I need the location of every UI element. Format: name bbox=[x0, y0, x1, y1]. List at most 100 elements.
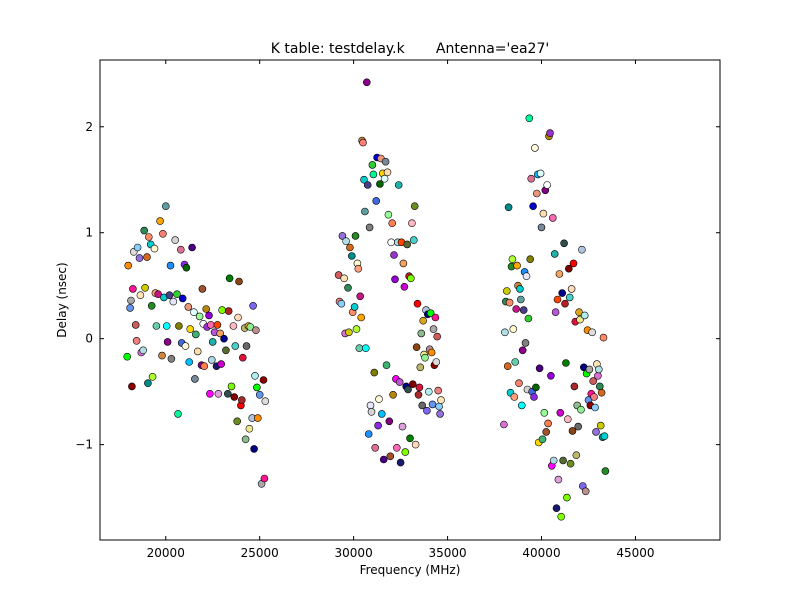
data-point bbox=[208, 356, 216, 364]
data-point bbox=[235, 277, 243, 286]
data-point bbox=[178, 294, 187, 303]
data-point bbox=[246, 323, 255, 331]
data-point bbox=[530, 393, 538, 401]
data-point bbox=[245, 424, 254, 433]
data-point bbox=[123, 352, 131, 361]
data-point bbox=[581, 487, 590, 496]
data-point bbox=[242, 342, 251, 350]
data-point bbox=[167, 354, 176, 363]
data-point bbox=[577, 405, 585, 414]
data-point bbox=[351, 232, 360, 240]
data-point bbox=[129, 285, 137, 293]
x-axis-label: Frequency (MHz) bbox=[360, 563, 461, 577]
data-point bbox=[566, 459, 575, 468]
data-point bbox=[379, 455, 388, 464]
data-point bbox=[429, 325, 438, 333]
data-point bbox=[427, 348, 436, 357]
data-point bbox=[561, 299, 569, 308]
data-point bbox=[148, 372, 157, 381]
data-point bbox=[156, 217, 164, 225]
data-point bbox=[361, 344, 370, 353]
data-point bbox=[165, 291, 174, 300]
data-point bbox=[594, 371, 602, 380]
y-tick-label: 0 bbox=[85, 332, 93, 346]
data-point bbox=[384, 210, 393, 219]
x-tick-label: 30000 bbox=[335, 546, 373, 560]
data-point bbox=[516, 285, 524, 293]
data-point bbox=[186, 325, 194, 333]
data-point bbox=[227, 382, 236, 391]
data-point bbox=[218, 306, 226, 314]
data-point bbox=[540, 408, 549, 417]
data-point bbox=[552, 504, 561, 513]
data-point bbox=[132, 336, 141, 345]
data-point bbox=[569, 259, 578, 268]
data-point bbox=[419, 316, 428, 325]
data-point bbox=[403, 240, 412, 249]
data-point bbox=[526, 255, 535, 264]
data-point bbox=[527, 174, 536, 183]
data-point bbox=[417, 329, 426, 338]
data-point bbox=[139, 346, 147, 355]
data-point bbox=[410, 202, 419, 210]
data-point bbox=[557, 512, 566, 521]
data-point bbox=[347, 252, 356, 260]
data-point bbox=[166, 261, 175, 270]
data-point bbox=[241, 435, 250, 444]
data-point bbox=[542, 428, 551, 436]
data-point bbox=[140, 226, 148, 235]
data-point bbox=[524, 314, 533, 323]
data-point bbox=[250, 445, 258, 453]
data-point bbox=[173, 290, 181, 299]
data-point bbox=[599, 333, 608, 342]
data-point bbox=[500, 420, 508, 429]
data-point bbox=[360, 175, 368, 184]
x-tick-label: 40000 bbox=[522, 546, 560, 560]
data-point bbox=[563, 493, 571, 502]
data-point bbox=[162, 202, 170, 210]
data-point bbox=[222, 346, 230, 355]
data-point bbox=[363, 181, 372, 189]
data-point bbox=[208, 338, 217, 346]
data-point bbox=[372, 197, 381, 205]
data-point bbox=[190, 308, 198, 317]
y-tick-label: 2 bbox=[85, 120, 93, 134]
data-point bbox=[253, 383, 261, 392]
data-point bbox=[340, 274, 349, 283]
data-point bbox=[511, 358, 520, 366]
data-point bbox=[413, 299, 422, 308]
data-point bbox=[150, 244, 159, 253]
data-points bbox=[123, 78, 610, 521]
y-axis-label: Delay (nsec) bbox=[55, 262, 69, 337]
data-point bbox=[551, 308, 560, 317]
data-point bbox=[391, 275, 399, 284]
data-point bbox=[394, 181, 403, 189]
data-point bbox=[375, 395, 383, 403]
data-point bbox=[182, 263, 191, 272]
data-point bbox=[554, 475, 563, 484]
data-point bbox=[144, 379, 152, 388]
data-point bbox=[556, 408, 565, 417]
data-point bbox=[503, 362, 512, 371]
data-point bbox=[588, 328, 597, 337]
data-point bbox=[249, 301, 257, 310]
data-point bbox=[600, 432, 609, 441]
data-point bbox=[202, 305, 210, 313]
data-point bbox=[408, 380, 417, 389]
data-point bbox=[337, 299, 346, 308]
data-point bbox=[251, 371, 259, 380]
data-point bbox=[136, 291, 145, 300]
data-point bbox=[175, 322, 183, 330]
data-point bbox=[253, 414, 262, 422]
data-point bbox=[383, 168, 392, 177]
data-point bbox=[414, 390, 423, 399]
data-point bbox=[367, 407, 376, 416]
data-point bbox=[385, 417, 394, 426]
data-point bbox=[529, 202, 537, 210]
data-point bbox=[229, 322, 238, 330]
data-point bbox=[532, 189, 541, 198]
data-point bbox=[432, 358, 441, 366]
data-point bbox=[570, 382, 579, 391]
data-point bbox=[537, 223, 546, 232]
